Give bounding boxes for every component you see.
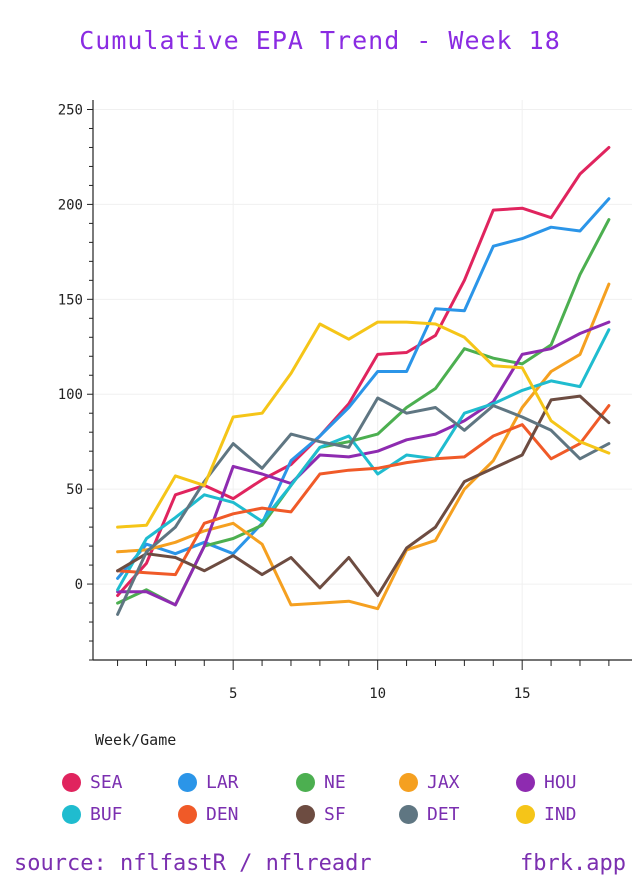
series-line-lar bbox=[116, 197, 611, 580]
line-chart: 0 50 100 150 200 250 5 10 15 bbox=[58, 100, 632, 702]
y-tick-label: 250 bbox=[58, 102, 83, 118]
legend-label: IND bbox=[544, 804, 577, 825]
series-line-det bbox=[116, 396, 611, 616]
legend-label: NE bbox=[324, 772, 346, 793]
x-axis-label: Week/Game bbox=[95, 731, 177, 749]
legend-item-den: DEN bbox=[178, 804, 239, 825]
legend-item-lar: LAR bbox=[178, 772, 239, 793]
legend-item-jax: JAX bbox=[399, 772, 460, 793]
series-line-sf bbox=[116, 394, 611, 597]
x-tick-label: 5 bbox=[229, 686, 237, 702]
legend-swatch bbox=[178, 773, 197, 792]
series-line-den bbox=[116, 404, 611, 577]
series-line-buf bbox=[116, 328, 611, 592]
legend-label: DET bbox=[427, 804, 460, 825]
legend-label: JAX bbox=[427, 772, 460, 793]
y-tick-label: 50 bbox=[66, 482, 83, 498]
legend-swatch bbox=[296, 805, 315, 824]
y-tick-label: 100 bbox=[58, 387, 83, 403]
y-tick-label: 150 bbox=[58, 292, 83, 308]
legend-label: SEA bbox=[90, 772, 123, 793]
legend-item-sea: SEA bbox=[62, 772, 123, 793]
series-line-ind bbox=[116, 320, 611, 529]
legend-swatch bbox=[178, 805, 197, 824]
legend-label: DEN bbox=[206, 804, 239, 825]
legend-item-sf: SF bbox=[296, 804, 346, 825]
legend-item-det: DET bbox=[399, 804, 460, 825]
legend-label: SF bbox=[324, 804, 346, 825]
site-text: fbrk.app bbox=[520, 851, 626, 876]
legend-item-buf: BUF bbox=[62, 804, 123, 825]
legend-label: LAR bbox=[206, 772, 239, 793]
legend-swatch bbox=[399, 805, 418, 824]
legend-swatch bbox=[516, 773, 535, 792]
x-tick-label: 10 bbox=[369, 686, 386, 702]
y-tick-label: 200 bbox=[58, 197, 83, 213]
legend-item-ind: IND bbox=[516, 804, 577, 825]
legend-label: HOU bbox=[544, 772, 577, 793]
legend-item-ne: NE bbox=[296, 772, 346, 793]
legend-swatch bbox=[62, 805, 81, 824]
legend-item-hou: HOU bbox=[516, 772, 577, 793]
legend-swatch bbox=[62, 773, 81, 792]
legend-swatch bbox=[296, 773, 315, 792]
series-line-sea bbox=[116, 146, 611, 597]
legend-label: BUF bbox=[90, 804, 123, 825]
series-line-jax bbox=[116, 282, 611, 611]
source-text: source: nflfastR / nflreadr bbox=[14, 851, 372, 876]
y-tick-label: 0 bbox=[75, 577, 83, 593]
legend-swatch bbox=[399, 773, 418, 792]
x-tick-label: 15 bbox=[514, 686, 531, 702]
chart-title: Cumulative EPA Trend - Week 18 bbox=[79, 26, 561, 55]
series-line-hou bbox=[116, 320, 611, 607]
legend-swatch bbox=[516, 805, 535, 824]
